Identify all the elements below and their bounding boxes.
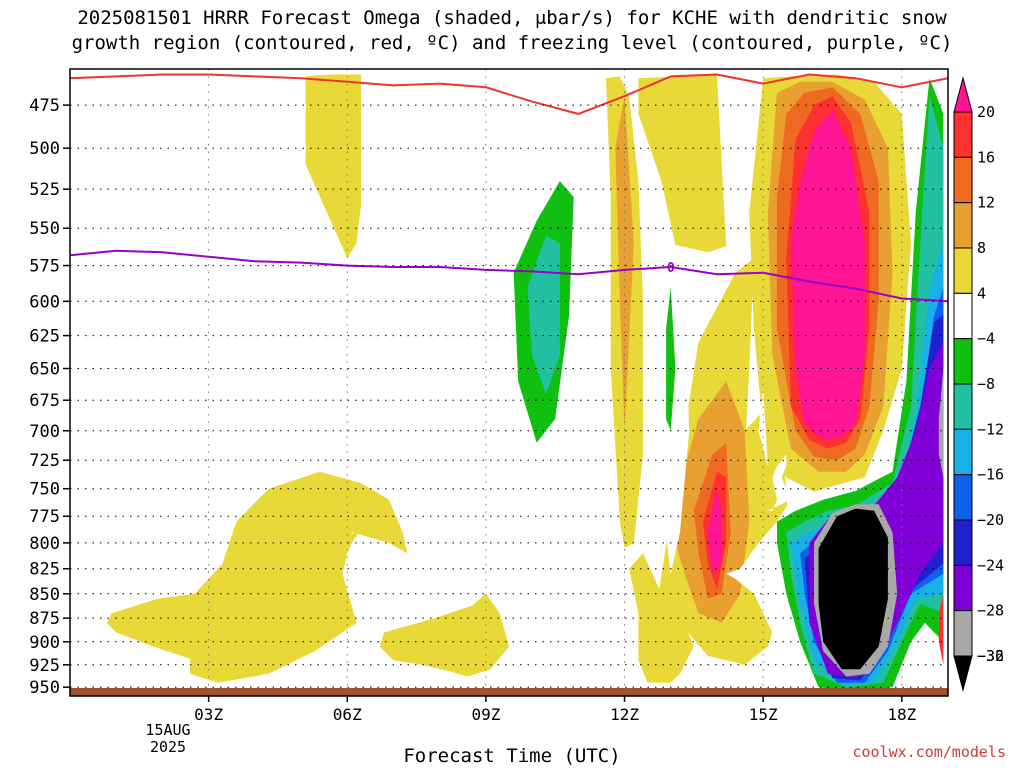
y-tick-label: 525: [29, 180, 60, 200]
omega-region-1: [107, 471, 408, 683]
colorbar-label: 16: [977, 148, 995, 166]
omega-region-2: [379, 593, 509, 677]
y-tick-label: 925: [29, 656, 60, 676]
terrain-strip: [70, 688, 948, 696]
colorbar-swatch: [953, 202, 973, 249]
colorbar-label: −20: [977, 511, 1004, 529]
colorbar-swatch: [953, 564, 973, 612]
x-tick-label: 15Z: [749, 705, 778, 724]
terrain-fill: [70, 688, 948, 696]
y-tick-label: 950: [29, 678, 60, 698]
omega-region-6: [629, 553, 694, 683]
omega-region-17: [707, 488, 722, 574]
colorbar-label: −8: [977, 375, 995, 393]
colorbar-swatch: [953, 610, 973, 657]
date-year-label: 2025: [149, 738, 187, 756]
y-tick-label: 650: [29, 360, 60, 380]
y-tick-label: 800: [29, 534, 60, 554]
omega-region-34: [938, 368, 944, 478]
colorbar-label: −12: [977, 420, 1004, 438]
x-tick-label: 12Z: [610, 705, 639, 724]
freezing-level-label: 0: [667, 261, 675, 276]
omega-region-0: [305, 74, 362, 259]
colorbar-swatch: [953, 655, 973, 692]
y-tick-label: 675: [29, 391, 60, 411]
colorbar-swatch: [953, 111, 973, 158]
omega-region-35: [938, 593, 944, 665]
omega-region-12: [790, 110, 865, 441]
y-tick-label: 900: [29, 633, 60, 653]
colorbar-swatch: [953, 76, 973, 113]
y-tick-label: 600: [29, 292, 60, 312]
colorbar-swatch: [953, 519, 973, 566]
colorbar-label: −24: [977, 556, 1004, 574]
chart-title-line1: 2025081501 HRRR Forecast Omega (shaded, …: [77, 7, 947, 29]
y-tick-label: 850: [29, 585, 60, 605]
colorbar-label: −16: [977, 466, 1004, 484]
omega-region-13: [615, 96, 634, 431]
colorbar-label: 12: [977, 194, 995, 212]
freezing-level-contour: [70, 249, 948, 303]
colorbar-label: −4: [977, 330, 995, 348]
omega-shaded-regions: [93, 74, 948, 695]
y-tick-label: 500: [29, 139, 60, 159]
colorbar-label: −32: [977, 647, 1004, 665]
dendritic-region-contour: [70, 73, 948, 115]
omega-region-4: [638, 74, 727, 253]
y-tick-label: 575: [29, 257, 60, 277]
omega-region-21: [656, 235, 690, 574]
y-tick-label: 750: [29, 480, 60, 500]
y-tick-label: 700: [29, 422, 60, 442]
y-tick-label: 775: [29, 507, 60, 527]
omega-region-23: [93, 387, 135, 487]
y-tick-label: 625: [29, 327, 60, 347]
x-tick-label: 03Z: [194, 705, 223, 724]
y-tick-label: 550: [29, 219, 60, 239]
colorbar-label: 20: [977, 103, 995, 121]
x-tick-label: 18Z: [887, 705, 916, 724]
colorbar-label: 8: [977, 239, 986, 257]
colorbar-swatch: [953, 474, 973, 521]
colorbar-label: −36: [977, 647, 1004, 665]
colorbar-swatch: [953, 292, 973, 340]
omega-region-33: [818, 508, 888, 670]
y-axis: 475 500 525 550 575 600 625 650 675 700 725 750 775 8…: [29, 96, 70, 698]
colorbar-swatch: [953, 247, 973, 294]
colorbar-swatch: [953, 383, 973, 430]
omega-region-20: [527, 235, 560, 394]
chart-title-line2: growth region (contoured, red, ºC) and f…: [71, 32, 953, 54]
colorbar-label: −28: [977, 602, 1004, 620]
y-tick-label: 475: [29, 96, 60, 116]
omega-region-24: [758, 387, 768, 466]
x-tick-label: 09Z: [471, 705, 500, 724]
x-tick-label: 06Z: [333, 705, 362, 724]
omega-region-22: [666, 287, 676, 431]
source-credit: coolwx.com/models: [852, 743, 1006, 761]
colorbar: 20 16 12 8 4 −4 −8 −12 −16 −20 −24 −28 −32−36: [953, 76, 1004, 692]
chart-title: 2025081501 HRRR Forecast Omega (shaded, …: [0, 6, 1024, 56]
colorbar-label: 4: [977, 284, 986, 302]
y-tick-label: 825: [29, 560, 60, 580]
x-axis-label: Forecast Time (UTC): [403, 745, 621, 767]
colorbar-swatch: [953, 156, 973, 204]
plot-frame: [69, 68, 949, 697]
y-tick-label: 725: [29, 451, 60, 471]
y-tick-label: 875: [29, 609, 60, 629]
date-day-label: 15AUG: [145, 721, 191, 739]
colorbar-swatch: [953, 338, 973, 385]
contour-lines: 0: [70, 73, 948, 303]
x-axis: 03Z 06Z 09Z 12Z 15Z 18Z: [194, 696, 917, 724]
colorbar-swatch: [953, 428, 973, 476]
